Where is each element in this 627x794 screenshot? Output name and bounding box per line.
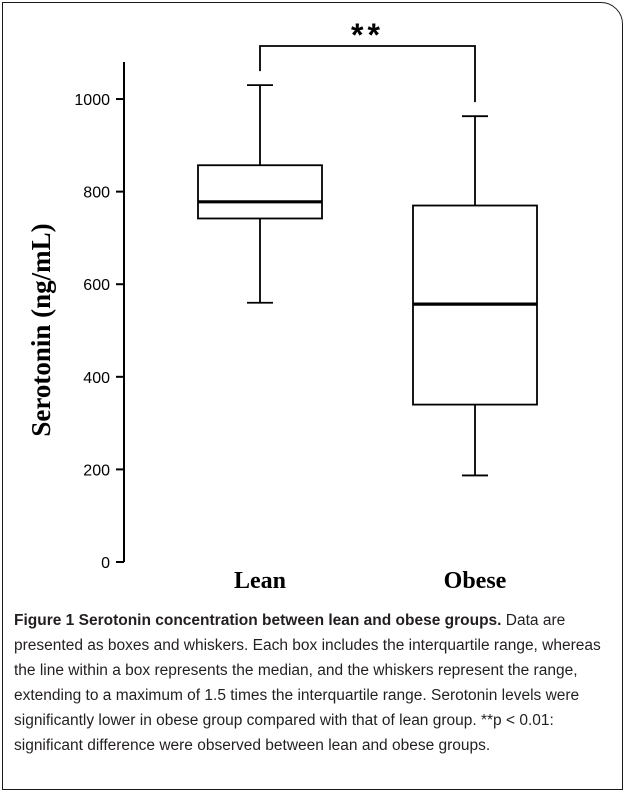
box-plot: 0 200 400 600 800 1000 Serotonin (ng/mL) Lean Ob… bbox=[26, 17, 538, 594]
significance-label: ** bbox=[351, 17, 384, 53]
y-tick-label-0: 0 bbox=[101, 555, 110, 572]
y-tick-label-800: 800 bbox=[83, 185, 110, 202]
caption-title: Serotonin concentration between lean and… bbox=[78, 612, 502, 629]
category-label-obese: Obese bbox=[444, 568, 507, 594]
caption-body: Data are presented as boxes and whiskers… bbox=[14, 612, 601, 754]
category-label-lean: Lean bbox=[234, 568, 286, 594]
y-axis-title: Serotonin (ng/mL) bbox=[26, 223, 56, 436]
y-tick-label-1000: 1000 bbox=[74, 92, 110, 109]
box-lean bbox=[197, 84, 323, 304]
y-tick-label-400: 400 bbox=[83, 370, 110, 387]
y-tick-label-200: 200 bbox=[83, 462, 110, 479]
significance-bracket bbox=[259, 45, 476, 103]
y-tick-label-600: 600 bbox=[83, 277, 110, 294]
figure-caption: Figure 1 Serotonin concentration between… bbox=[14, 608, 614, 758]
box-obese bbox=[412, 115, 538, 477]
iqr-box bbox=[197, 164, 323, 220]
caption-lead: Figure 1 bbox=[14, 612, 75, 629]
